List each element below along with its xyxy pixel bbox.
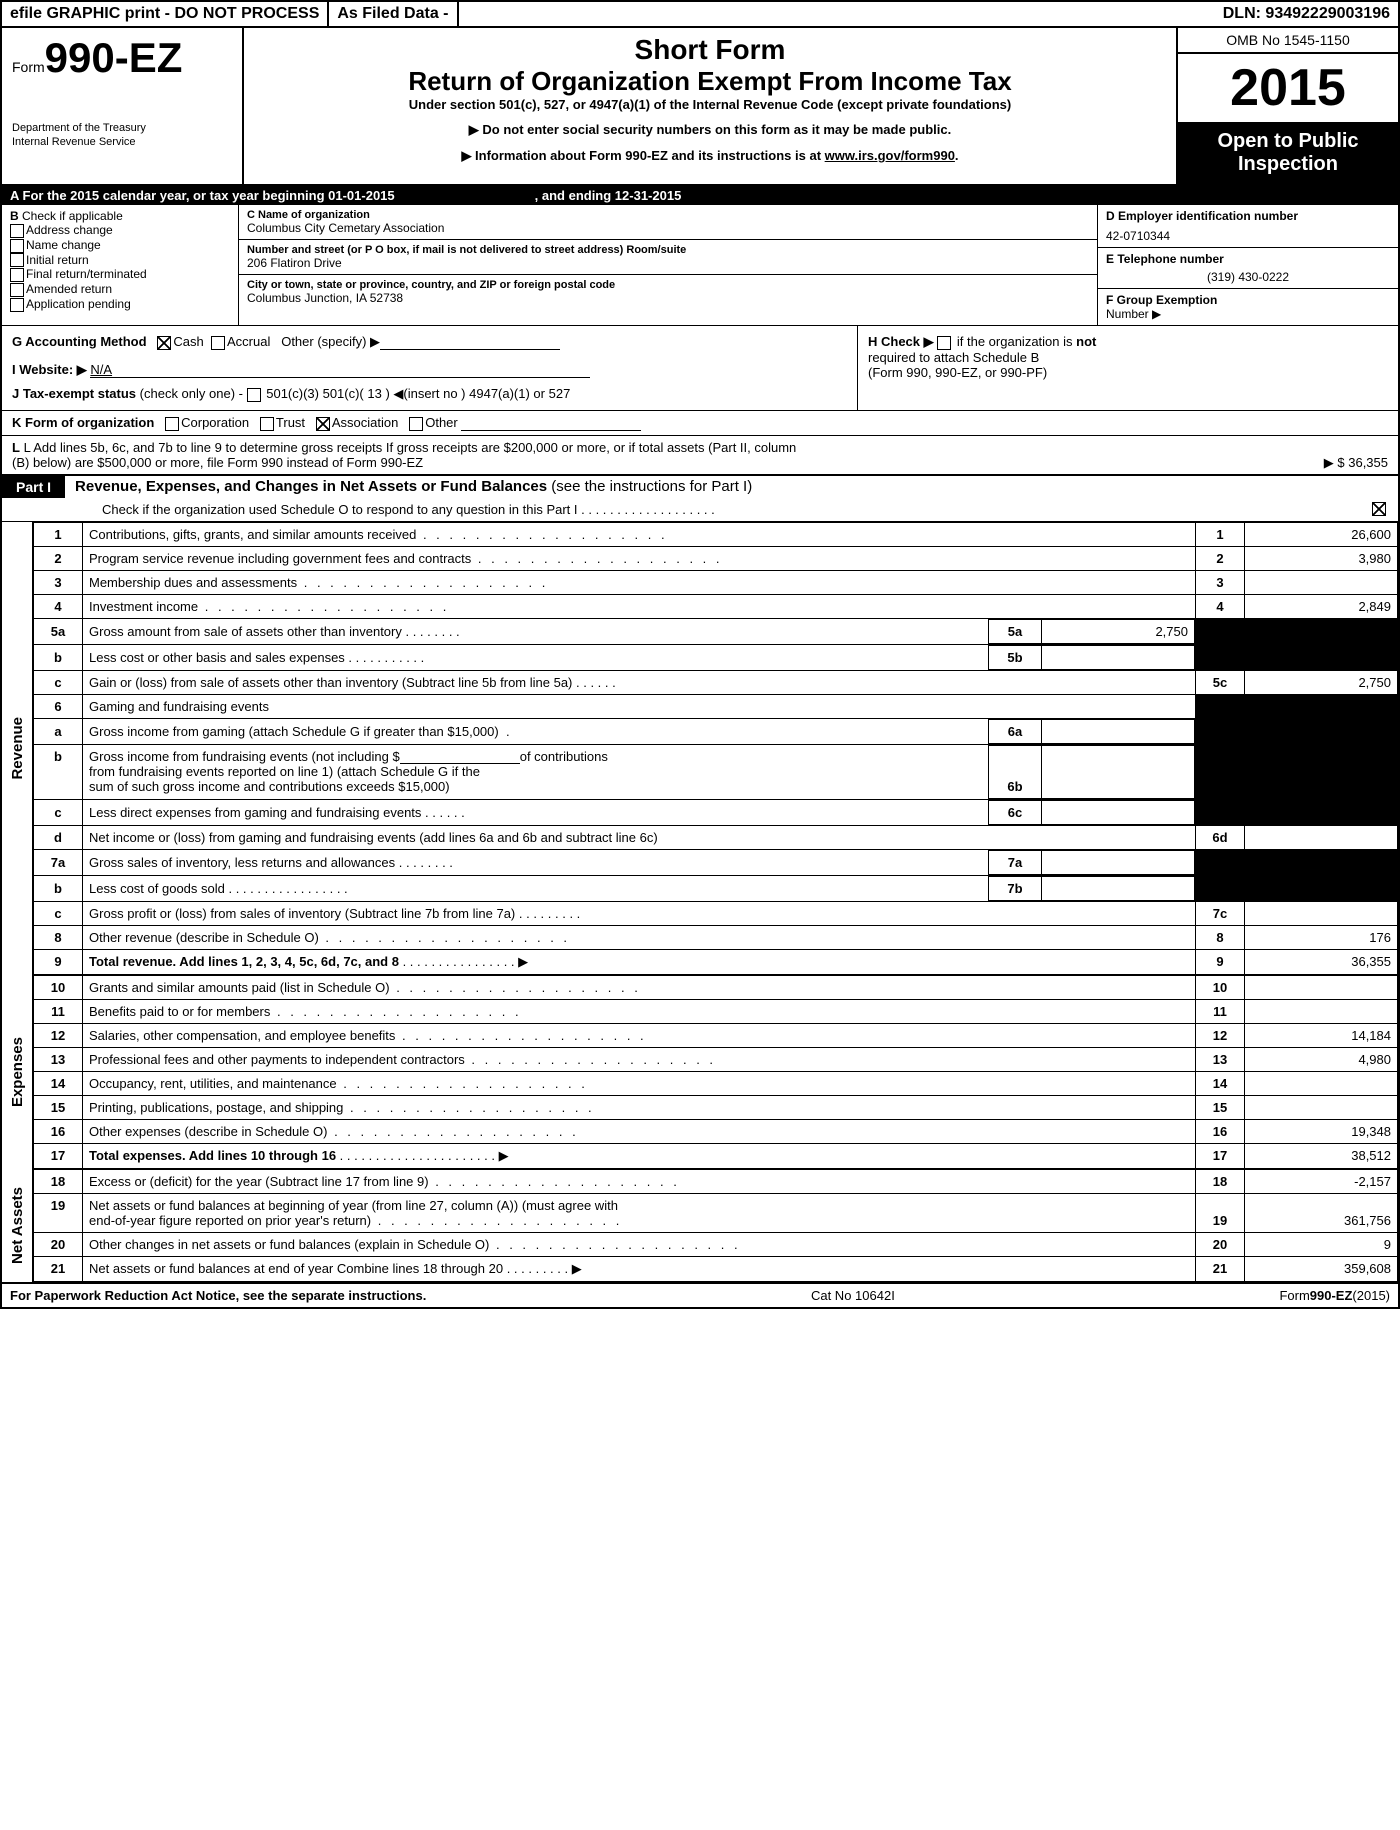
line-20: 20Other changes in net assets or fund ba… bbox=[34, 1232, 1398, 1256]
other-method-input[interactable] bbox=[380, 335, 560, 350]
line-6b: bGross income from fundraising events (n… bbox=[34, 744, 1398, 799]
line-7b: bLess cost of goods sold . . . . . . . .… bbox=[34, 875, 1398, 901]
cb-application-pending[interactable]: Application pending bbox=[10, 297, 230, 312]
col-d-ein-phone: D Employer identification number 42-0710… bbox=[1097, 205, 1398, 325]
cat-no: Cat No 10642I bbox=[426, 1288, 1279, 1303]
line-1: 1Contributions, gifts, grants, and simil… bbox=[34, 522, 1398, 546]
dept-irs: Internal Revenue Service bbox=[12, 136, 232, 148]
form-subtitle: Under section 501(c), 527, or 4947(a)(1)… bbox=[254, 97, 1166, 112]
open-to-public: Open to Public Inspection bbox=[1178, 122, 1398, 184]
row-a-tax-year: A For the 2015 calendar year, or tax yea… bbox=[0, 186, 1400, 205]
line-16: 16Other expenses (describe in Schedule O… bbox=[34, 1119, 1398, 1143]
irs-link[interactable]: www.irs.gov/form990 bbox=[825, 148, 955, 163]
line-17: 17Total expenses. Add lines 10 through 1… bbox=[34, 1143, 1398, 1168]
form-title: Return of Organization Exempt From Incom… bbox=[254, 66, 1166, 97]
line-7a: 7aGross sales of inventory, less returns… bbox=[34, 849, 1398, 875]
org-info-section: B Check if applicable Address change Nam… bbox=[0, 205, 1400, 326]
cb-accrual[interactable] bbox=[211, 336, 225, 350]
cb-cash[interactable] bbox=[157, 336, 171, 350]
form-number: Form990-EZ bbox=[12, 34, 232, 82]
line-5b: bLess cost or other basis and sales expe… bbox=[34, 644, 1398, 670]
header-left: Form990-EZ Department of the Treasury In… bbox=[2, 28, 244, 184]
line-6d: dNet income or (loss) from gaming and fu… bbox=[34, 825, 1398, 849]
header-right: OMB No 1545-1150 2015 Open to Public Ins… bbox=[1176, 28, 1398, 184]
line-5a: 5aGross amount from sale of assets other… bbox=[34, 618, 1398, 644]
line-21: 21Net assets or fund balances at end of … bbox=[34, 1256, 1398, 1281]
part1-header: Part I Revenue, Expenses, and Changes in… bbox=[0, 476, 1400, 522]
expenses-section: Expenses 10Grants and similar amounts pa… bbox=[0, 975, 1400, 1169]
cb-amended-return[interactable]: Amended return bbox=[10, 282, 230, 297]
line-2: 2Program service revenue including gover… bbox=[34, 546, 1398, 570]
info-link-line: ▶ Information about Form 990-EZ and its … bbox=[254, 148, 1166, 164]
website: N/A bbox=[90, 362, 590, 378]
net-assets-section: Net Assets 18Excess or (deficit) for the… bbox=[0, 1169, 1400, 1284]
line-14: 14Occupancy, rent, utilities, and mainte… bbox=[34, 1071, 1398, 1095]
cb-schedule-o[interactable] bbox=[1372, 502, 1386, 516]
g-accounting-method: G Accounting Method Cash Accrual Other (… bbox=[2, 326, 857, 410]
cb-name-change[interactable]: Name change bbox=[10, 238, 230, 253]
line-9: 9Total revenue. Add lines 1, 2, 3, 4, 5c… bbox=[34, 949, 1398, 974]
line-15: 15Printing, publications, postage, and s… bbox=[34, 1095, 1398, 1119]
org-street: 206 Flatiron Drive bbox=[247, 256, 1089, 270]
line-8: 8Other revenue (describe in Schedule O)8… bbox=[34, 925, 1398, 949]
part1-check-note: Check if the organization used Schedule … bbox=[2, 498, 1398, 522]
cb-address-change[interactable]: Address change bbox=[10, 223, 230, 238]
l-row: L L Add lines 5b, 6c, and 7b to line 9 t… bbox=[0, 436, 1400, 476]
omb-number: OMB No 1545-1150 bbox=[1178, 28, 1398, 54]
form-page: efile GRAPHIC print - DO NOT PROCESS As … bbox=[0, 0, 1400, 1309]
col-c-org-name-address: C Name of organization Columbus City Cem… bbox=[239, 205, 1097, 325]
line-13: 13Professional fees and other payments t… bbox=[34, 1047, 1398, 1071]
line-12: 12Salaries, other compensation, and empl… bbox=[34, 1023, 1398, 1047]
gh-row: G Accounting Method Cash Accrual Other (… bbox=[0, 326, 1400, 411]
top-bar: efile GRAPHIC print - DO NOT PROCESS As … bbox=[0, 0, 1400, 28]
ein: 42-0710344 bbox=[1106, 229, 1390, 243]
cb-final-return[interactable]: Final return/terminated bbox=[10, 267, 230, 282]
col-b-checkboxes: B Check if applicable Address change Nam… bbox=[2, 205, 239, 325]
h-schedule-b: H Check ▶ if the organization is not req… bbox=[857, 326, 1398, 410]
line-10: 10Grants and similar amounts paid (list … bbox=[34, 975, 1398, 999]
line-5c: cGain or (loss) from sale of assets othe… bbox=[34, 670, 1398, 694]
telephone: (319) 430-0222 bbox=[1106, 270, 1390, 284]
line-18: 18Excess or (deficit) for the year (Subt… bbox=[34, 1169, 1398, 1193]
line-3: 3Membership dues and assessments3 bbox=[34, 570, 1398, 594]
gross-receipts: 36,355 bbox=[1348, 455, 1388, 470]
part1-tag: Part I bbox=[2, 476, 65, 498]
ssn-warning: ▶ Do not enter social security numbers o… bbox=[254, 122, 1166, 138]
paperwork-notice: For Paperwork Reduction Act Notice, see … bbox=[10, 1288, 426, 1303]
line-6c: cLess direct expenses from gaming and fu… bbox=[34, 799, 1398, 825]
part1-title: Revenue, Expenses, and Changes in Net As… bbox=[65, 478, 752, 495]
line-6: 6Gaming and fundraising events bbox=[34, 694, 1398, 718]
org-city: Columbus Junction, IA 52738 bbox=[247, 291, 1089, 305]
dln: DLN: 93492229003196 bbox=[1215, 2, 1398, 26]
line-7c: cGross profit or (loss) from sales of in… bbox=[34, 901, 1398, 925]
tax-year: 2015 bbox=[1178, 54, 1398, 122]
dept-treasury: Department of the Treasury bbox=[12, 122, 232, 134]
k-row: K Form of organization Corporation Trust… bbox=[0, 411, 1400, 436]
header: Form990-EZ Department of the Treasury In… bbox=[0, 28, 1400, 186]
as-filed: As Filed Data - bbox=[329, 2, 458, 26]
cb-schedule-b[interactable] bbox=[937, 336, 951, 350]
org-name: Columbus City Cemetary Association bbox=[247, 221, 1089, 235]
line-19: 19Net assets or fund balances at beginni… bbox=[34, 1193, 1398, 1232]
form-ref: Form990-EZ(2015) bbox=[1279, 1288, 1390, 1303]
header-middle: Short Form Return of Organization Exempt… bbox=[244, 28, 1176, 184]
cb-initial-return[interactable]: Initial return bbox=[10, 253, 230, 268]
line-6a: aGross income from gaming (attach Schedu… bbox=[34, 718, 1398, 744]
page-footer: For Paperwork Reduction Act Notice, see … bbox=[0, 1284, 1400, 1309]
line-4: 4Investment income42,849 bbox=[34, 594, 1398, 618]
efile-notice: efile GRAPHIC print - DO NOT PROCESS bbox=[2, 2, 329, 26]
short-form-label: Short Form bbox=[254, 34, 1166, 66]
line-11: 11Benefits paid to or for members11 bbox=[34, 999, 1398, 1023]
revenue-section: Revenue 1Contributions, gifts, grants, a… bbox=[0, 522, 1400, 975]
